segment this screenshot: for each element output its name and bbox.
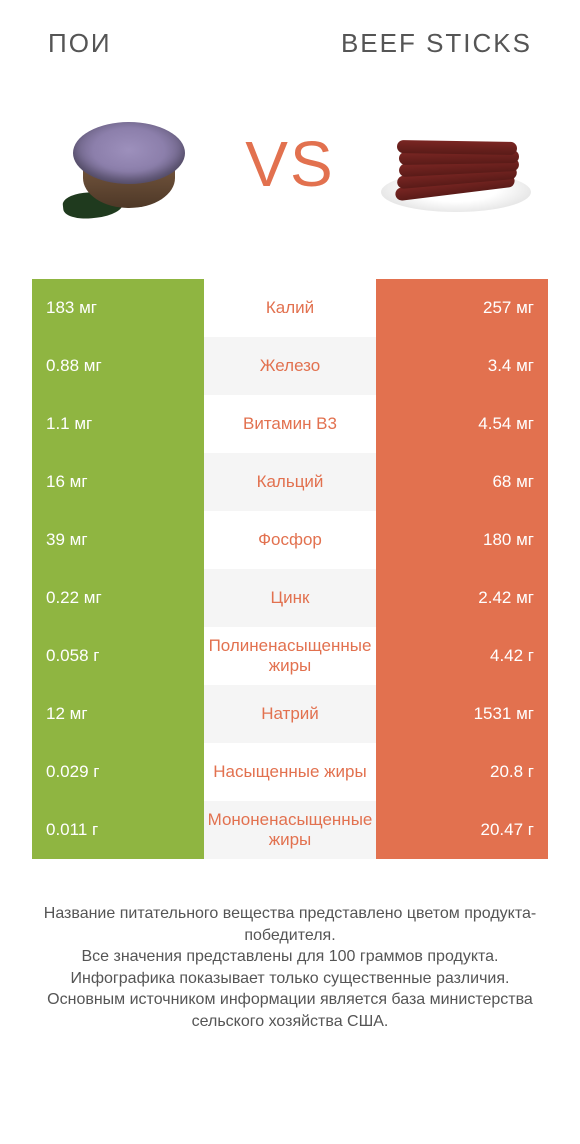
left-product-image	[59, 94, 199, 234]
right-value-cell: 20.8 г	[376, 743, 548, 801]
left-value-cell: 0.22 мг	[32, 569, 204, 627]
table-row: 0.011 гМононенасыщенные жиры20.47 г	[32, 801, 548, 859]
nutrient-name: Железо	[204, 337, 376, 395]
left-value-cell: 183 мг	[32, 279, 204, 337]
footer-line: Название питательного вещества представл…	[24, 903, 556, 946]
table-row: 1.1 мгВитамин B34.54 мг	[32, 395, 548, 453]
nutrient-name: Витамин B3	[204, 395, 376, 453]
table-row: 0.058 гПолиненасыщенные жиры4.42 г	[32, 627, 548, 685]
right-value-cell: 3.4 мг	[376, 337, 548, 395]
table-row: 39 мгФосфор180 мг	[32, 511, 548, 569]
right-value-cell: 2.42 мг	[376, 569, 548, 627]
comparison-table: 183 мгКалий257 мг0.88 мгЖелезо3.4 мг1.1 …	[0, 279, 580, 859]
left-product-title: ПОИ	[48, 28, 112, 59]
left-value-cell: 0.011 г	[32, 801, 204, 859]
right-value-cell: 4.54 мг	[376, 395, 548, 453]
footer-line: Основным источником информации является …	[24, 989, 556, 1032]
beef-sticks-icon	[381, 114, 521, 214]
footer-line: Все значения представлены для 100 граммо…	[24, 946, 556, 968]
nutrient-name: Цинк	[204, 569, 376, 627]
nutrient-name: Калий	[204, 279, 376, 337]
vs-label: VS	[245, 127, 334, 201]
table-row: 0.22 мгЦинк2.42 мг	[32, 569, 548, 627]
images-row: VS	[0, 69, 580, 259]
table-row: 16 мгКальций68 мг	[32, 453, 548, 511]
nutrient-name: Фосфор	[204, 511, 376, 569]
right-product-image	[381, 94, 521, 234]
right-product-title: BEEF STICKS	[341, 28, 532, 59]
left-value-cell: 39 мг	[32, 511, 204, 569]
table-row: 0.88 мгЖелезо3.4 мг	[32, 337, 548, 395]
footer-line: Инфографика показывает только существенн…	[24, 968, 556, 990]
right-value-cell: 257 мг	[376, 279, 548, 337]
left-value-cell: 0.88 мг	[32, 337, 204, 395]
left-value-cell: 0.058 г	[32, 627, 204, 685]
table-row: 0.029 гНасыщенные жиры20.8 г	[32, 743, 548, 801]
poi-bowl-icon	[69, 114, 189, 214]
nutrient-name: Кальций	[204, 453, 376, 511]
comparison-header: ПОИ BEEF STICKS	[0, 0, 580, 69]
left-value-cell: 0.029 г	[32, 743, 204, 801]
left-value-cell: 16 мг	[32, 453, 204, 511]
nutrient-name: Насыщенные жиры	[204, 743, 376, 801]
footer-notes: Название питательного вещества представл…	[0, 859, 580, 1033]
right-value-cell: 68 мг	[376, 453, 548, 511]
right-value-cell: 4.42 г	[376, 627, 548, 685]
table-row: 12 мгНатрий1531 мг	[32, 685, 548, 743]
nutrient-name: Натрий	[204, 685, 376, 743]
nutrient-name: Полиненасыщенные жиры	[204, 627, 376, 685]
nutrient-name: Мононенасыщенные жиры	[204, 801, 377, 859]
left-value-cell: 12 мг	[32, 685, 204, 743]
table-row: 183 мгКалий257 мг	[32, 279, 548, 337]
right-value-cell: 180 мг	[376, 511, 548, 569]
right-value-cell: 20.47 г	[376, 801, 548, 859]
right-value-cell: 1531 мг	[376, 685, 548, 743]
left-value-cell: 1.1 мг	[32, 395, 204, 453]
